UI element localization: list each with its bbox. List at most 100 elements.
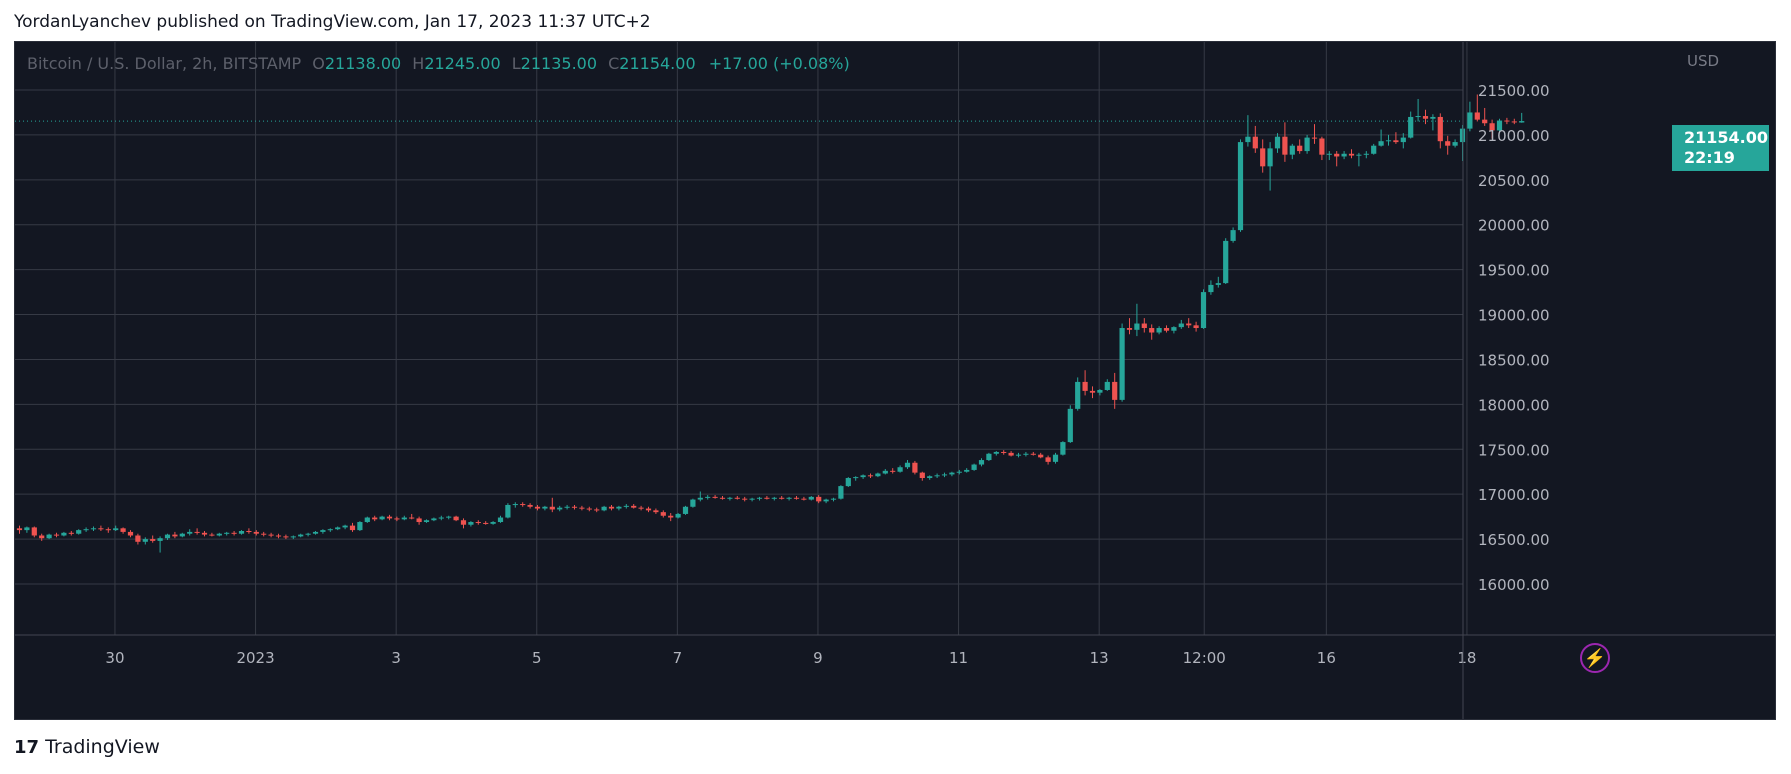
candle [98, 525, 104, 532]
candle-body [1045, 457, 1051, 462]
candle [1038, 452, 1044, 459]
candle [61, 531, 67, 537]
candle [1408, 111, 1414, 139]
candle-body [246, 531, 252, 533]
candle [290, 535, 296, 540]
candle [1023, 451, 1029, 457]
candle-body [860, 475, 866, 478]
candle-body [409, 517, 415, 519]
candle-body [1038, 454, 1044, 458]
candle-body [312, 531, 319, 534]
candle-body [1452, 142, 1458, 146]
tradingview-logo[interactable]: 17 TradingView [14, 736, 160, 758]
candle-body [497, 517, 504, 523]
candle [201, 531, 208, 537]
candle-body [468, 522, 474, 525]
candle-body [1030, 453, 1036, 455]
candle-body [793, 497, 800, 499]
candlestick-chart[interactable]: 16000.00 16500.00 17000.00 17500.00 18000.00… [15, 42, 1776, 720]
candle [853, 476, 859, 481]
candle [1030, 451, 1036, 456]
candle-body [697, 497, 703, 500]
candle [164, 533, 171, 540]
candle-body [1015, 454, 1022, 456]
candle-body [1371, 145, 1377, 154]
candle-body [372, 517, 378, 520]
candle [298, 533, 304, 538]
candle-body [1519, 121, 1525, 123]
candle-body [1052, 454, 1059, 462]
candle-body [39, 535, 45, 539]
candle-body [83, 529, 89, 531]
candle [416, 516, 422, 525]
candle-body [653, 510, 659, 513]
price-tick-label: 17500.00 [1478, 441, 1550, 459]
chart-panel[interactable]: 16000.00 16500.00 17000.00 17500.00 18000.00… [14, 41, 1776, 720]
candle [897, 465, 903, 473]
candle-body [594, 509, 600, 511]
candle-body [446, 516, 452, 518]
candle-body [483, 522, 489, 524]
candle-body [712, 496, 718, 498]
candle-body [1141, 323, 1147, 329]
candle [1348, 149, 1355, 159]
candle-body [1200, 292, 1207, 329]
high-value: 21245.00 [424, 54, 501, 73]
open-key: O [312, 54, 325, 73]
candle-body [1511, 121, 1517, 123]
candle-body [349, 525, 356, 531]
candle [372, 515, 378, 522]
price-tick-label: 21500.00 [1478, 82, 1550, 100]
last-price-value: 21154.00 [1684, 128, 1769, 147]
candle [1422, 109, 1429, 125]
symbol-name[interactable]: Bitcoin / U.S. Dollar, 2h, BITSTAMP [27, 54, 302, 73]
candle-body [616, 506, 622, 509]
time-tick-label: 7 [673, 649, 683, 667]
candle [209, 532, 215, 537]
currency-label[interactable]: USD [1687, 52, 1720, 70]
candle [645, 506, 652, 513]
candle-body [1430, 116, 1436, 119]
candle [490, 521, 496, 525]
candle-body [1467, 112, 1473, 129]
candle [357, 521, 363, 532]
candle [1126, 318, 1133, 335]
candle-body [1482, 119, 1488, 124]
candle-body [1260, 148, 1266, 167]
candle [867, 473, 874, 479]
candle [1060, 441, 1066, 456]
candle [1193, 321, 1199, 332]
candle [616, 505, 622, 511]
price-tick-label: 20500.00 [1478, 172, 1550, 190]
candle [483, 521, 489, 525]
candle-body [1422, 116, 1429, 119]
change-value: +17.00 (+0.08%) [708, 54, 850, 73]
lightning-bolt-icon[interactable]: ⚡ [1580, 643, 1610, 673]
candle [1519, 112, 1525, 123]
candle [631, 504, 637, 509]
candle [120, 527, 126, 534]
candles [16, 94, 1525, 553]
candle-body [157, 538, 163, 541]
candle-body [1186, 323, 1192, 326]
candle-body [1445, 141, 1451, 146]
candle [283, 534, 289, 540]
candle-body [719, 497, 726, 499]
candle [1260, 139, 1266, 173]
candle-body [882, 470, 888, 474]
candle-body [401, 517, 407, 520]
candle [1415, 98, 1421, 122]
candle-body [682, 506, 689, 514]
candle [497, 515, 504, 523]
candle [779, 495, 785, 500]
candle [187, 529, 193, 536]
candle [875, 472, 881, 478]
candle [1067, 405, 1073, 443]
candle [320, 529, 326, 534]
candle-body [927, 476, 933, 479]
candle-body [786, 497, 792, 499]
candle [224, 531, 230, 536]
candle-body [623, 505, 629, 507]
tradingview-logo-icon: 17 [14, 737, 40, 758]
candle [993, 451, 999, 456]
